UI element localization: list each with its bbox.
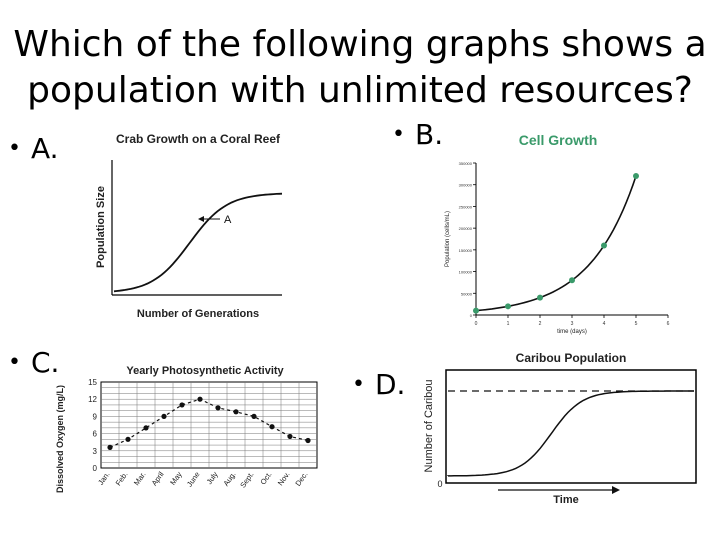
chart-c-x-tick-label: Jan. (96, 470, 112, 487)
chart-b-cell-growth: Cell Growth 0 1 2 3 4 5 6 0 50000 100000 150000 200… (445, 132, 670, 335)
chart-d-frame (445, 369, 697, 484)
chart-a-logistic-curve (113, 192, 283, 293)
chart-b-y-tick-label: 250000 (459, 204, 473, 209)
chart-b-x-tick-label: 1 (507, 321, 510, 327)
chart-b-x-tick-label: 2 (539, 321, 542, 327)
chart-b-y-tick-label: 350000 (459, 161, 473, 166)
chart-c-y-tick-label: 12 (88, 395, 97, 404)
chart-b-x-tick-label: 5 (635, 321, 638, 327)
chart-c-ylabel: Dissolved Oxygen (mg/L) (55, 385, 65, 493)
option-d-label: • D. (352, 368, 405, 401)
chart-d-logistic-curve (447, 390, 694, 477)
chart-c-data-point (269, 424, 275, 430)
chart-b-data-point (473, 307, 479, 314)
option-b-text: B. (414, 118, 444, 151)
option-b-label: • B. (392, 118, 443, 151)
chart-c-x-tick-label: Aug. (221, 470, 237, 488)
bullet-glyph: • (8, 350, 21, 375)
chart-b-data-point (537, 294, 543, 301)
chart-a-ylabel: Population Size (95, 186, 107, 268)
chart-c-data-point (179, 402, 185, 408)
chart-c-data-point (143, 425, 149, 431)
chart-d-ylabel: Number of Caribou (423, 380, 435, 473)
chart-c-data-point (305, 437, 311, 444)
chart-c-data-point (215, 405, 221, 411)
chart-c-x-tick-label: Feb. (114, 470, 130, 487)
chart-c-y-tick-label: 15 (88, 378, 97, 387)
chart-c-x-tick-label: April (150, 470, 166, 488)
chart-c-x-tick-label: Dec. (293, 470, 309, 488)
chart-d-time-arrowhead (612, 486, 620, 494)
option-a-label: • A. (8, 132, 59, 165)
option-c-text: C. (30, 346, 60, 379)
chart-b-y-tick-label: 300000 (459, 183, 473, 188)
chart-a-annotation-arrowhead (198, 216, 204, 222)
chart-b-x-tick-label: 6 (667, 321, 670, 327)
chart-c-series-line (109, 398, 309, 448)
chart-c-data-point (125, 436, 131, 442)
bullet-glyph: • (352, 372, 365, 397)
chart-d-origin-label: 0 (437, 479, 442, 489)
chart-d-xlabel: Time (553, 494, 578, 506)
chart-c-x-tick-label: July (205, 470, 220, 486)
chart-b-y-tick-label: 200000 (459, 226, 473, 231)
title-line-1: Which of the following graphs shows a (13, 24, 707, 65)
chart-c-x-tick-label: Oct. (258, 470, 273, 486)
chart-c-x-tick-label: Nov. (276, 470, 292, 487)
slide-title: Which of the following graphs shows a po… (0, 22, 720, 114)
title-line-2: population with unlimited resources? (27, 70, 693, 111)
chart-c-x-tick-label: Sept. (238, 470, 255, 490)
chart-b-data-point (505, 303, 511, 310)
chart-b-data-point (601, 242, 607, 249)
chart-b-y-tick-label: 150000 (459, 248, 473, 253)
chart-c-data-point (233, 409, 239, 415)
chart-c-x-tick-label: Mar. (132, 470, 148, 487)
bullet-glyph: • (8, 136, 21, 161)
chart-b-xlabel: time (days) (557, 329, 587, 335)
chart-b-data-point (569, 277, 575, 284)
chart-b-x-tick-label: 3 (571, 321, 574, 327)
chart-b-ylabel: Population (cells/mL) (445, 211, 451, 267)
bullet-glyph: • (392, 122, 405, 147)
chart-c-photosynthetic-activity: Yearly Photosynthetic Activity 0 3 6 9 12 15 J… (55, 365, 318, 493)
option-d-text: D. (374, 368, 406, 401)
chart-c-data-point (161, 413, 167, 419)
chart-b-data-point (633, 173, 639, 180)
chart-c-title: Yearly Photosynthetic Activity (126, 365, 284, 377)
option-a-text: A. (30, 132, 59, 165)
chart-a-xlabel: Number of Generations (137, 308, 259, 320)
chart-b-x-tick-label: 4 (603, 321, 606, 327)
chart-b-y-tick-label: 100000 (459, 270, 473, 275)
chart-b-y-tick-label: 0 (470, 313, 473, 318)
chart-b-growth-curve (475, 175, 637, 312)
chart-c-y-tick-label: 0 (93, 464, 98, 473)
chart-c-x-tick-label: May (168, 470, 184, 487)
chart-c-data-point (251, 413, 257, 419)
chart-c-y-tick-label: 6 (93, 430, 98, 439)
chart-a-title: Crab Growth on a Coral Reef (116, 132, 281, 146)
chart-b-y-tick-label: 50000 (461, 291, 473, 296)
chart-c-data-point (287, 433, 293, 440)
chart-b-x-tick-label: 0 (475, 321, 478, 327)
chart-b-title: Cell Growth (519, 132, 598, 148)
chart-c-y-tick-label: 9 (93, 412, 98, 421)
chart-a-annotation: A (224, 214, 232, 226)
chart-c-data-point (107, 444, 113, 450)
chart-d-caribou-population: Caribou Population 0 Time Number of Cari… (423, 351, 697, 506)
chart-c-y-tick-label: 3 (93, 447, 98, 456)
chart-d-title: Caribou Population (516, 351, 627, 365)
chart-a-crab-growth: Crab Growth on a Coral Reef A Number of … (95, 132, 283, 320)
option-c-label: • C. (8, 346, 59, 379)
chart-c-data-point (197, 396, 203, 402)
chart-c-x-tick-label: June (185, 470, 202, 488)
